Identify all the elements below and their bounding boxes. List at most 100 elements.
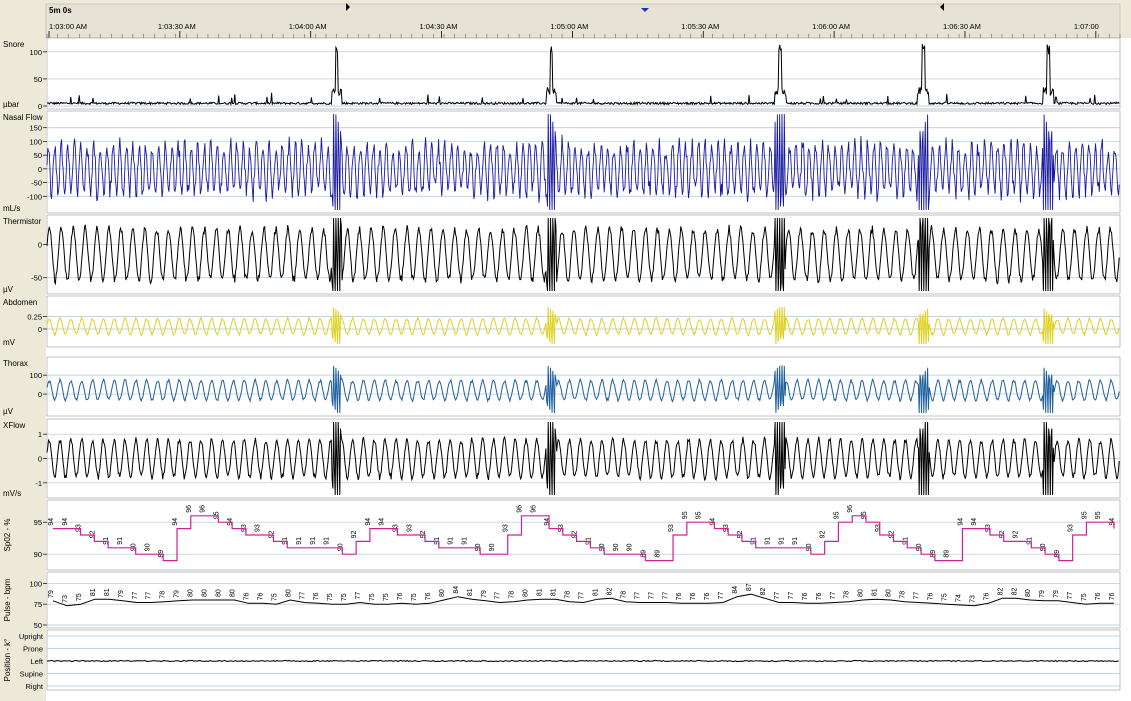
pulse-value-label: 76 (704, 592, 711, 600)
channel-name: XFlow (3, 421, 25, 430)
spo2-value-label: 91 (324, 537, 331, 545)
pulse-value-label: 76 (243, 592, 250, 600)
pos-trace (46, 659, 1119, 663)
pulse-value-label: 75 (369, 593, 376, 601)
channel-nasal[interactable]: Nasal Flow mL/s 150 100 50 0 -50 -100 (3, 110, 1121, 214)
pulse-value-label: 80 (216, 589, 223, 597)
y-tick-label: 0.25 (27, 313, 42, 322)
spo2-value-label: 96 (530, 505, 537, 513)
spo2-value-label: 90 (627, 543, 634, 551)
spo2-value-label: 91 (310, 537, 317, 545)
channel-abd[interactable]: Abdomen mV 0.25 0 (3, 295, 1121, 348)
pulse-value-label: 81 (104, 588, 111, 596)
pulse-value-label: 82 (606, 587, 613, 595)
pulse-value-label: 75 (941, 593, 948, 601)
pulse-value-label: 78 (620, 591, 627, 599)
pulse-value-label: 84 (732, 586, 739, 594)
spo2-value-label: 94 (971, 518, 978, 526)
channel-name: Snore (3, 40, 25, 49)
channel-pulse[interactable]: Pulse - bpm 100 75 50 79 73 75 81 81 79 77 77 78 79 80… (3, 571, 1121, 630)
spo2-value-label: 95 (696, 511, 703, 519)
pulse-value-label: 81 (551, 588, 558, 596)
y-tick-label: -100 (27, 192, 42, 201)
spo2-value-label: 94 (172, 518, 179, 526)
channel-unit: µV (3, 285, 14, 294)
time-tick-label: 1:03:00 AM (49, 22, 87, 31)
y-tick-label: 75 (34, 600, 42, 609)
pulse-value-label: 78 (509, 591, 516, 599)
pulse-value-label: 76 (802, 592, 809, 600)
spo2-value-label: 93 (668, 524, 675, 532)
y-tick-label: 0 (38, 455, 42, 464)
end-marker-icon[interactable] (940, 3, 944, 11)
spo2-value-label: 95 (1081, 511, 1088, 519)
y-tick-label: 100 (29, 371, 42, 380)
channel-therm[interactable]: Thermistor µV 0 -50 (3, 214, 1121, 295)
channel-xflow[interactable]: XFlow mV/s 1 0 -1 (3, 418, 1121, 499)
channel-name: Position - k° (3, 639, 12, 682)
pulse-value-label: 81 (90, 588, 97, 596)
pulse-value-label: 81 (467, 588, 474, 596)
spo2-value-label: 96 (516, 505, 523, 513)
spo2-value-label: 91 (448, 537, 455, 545)
channel-snore[interactable]: Snore µbar 100 50 0 (3, 37, 1121, 111)
channel-plot-area (46, 37, 1121, 110)
pulse-value-label: 80 (229, 589, 236, 597)
position-category-label: Right (25, 682, 43, 691)
y-tick-label: 100 (29, 137, 42, 146)
pulse-value-label: 77 (718, 592, 725, 600)
position-category-label: Left (30, 657, 43, 666)
channel-plot-area (46, 214, 1121, 295)
time-tick-label: 1:04:00 AM (289, 22, 327, 31)
spo2-value-label: 94 (957, 518, 964, 526)
channel-name: Thorax (3, 359, 28, 368)
pulse-value-label: 76 (1109, 592, 1116, 600)
time-tick-label: 1:05:30 AM (681, 22, 719, 31)
spo2-value-label: 94 (48, 518, 55, 526)
spo2-value-label: 92 (351, 531, 358, 539)
snore-trace (47, 43, 1120, 107)
time-ruler[interactable] (45, 3, 1121, 39)
pulse-value-label: 73 (969, 595, 976, 603)
pulse-value-label: 80 (285, 589, 292, 597)
pulse-value-label: 79 (1039, 590, 1046, 598)
pulse-value-label: 79 (118, 590, 125, 598)
pulse-value-label: 77 (648, 592, 655, 600)
y-tick-label: 50 (34, 621, 42, 630)
spo2-value-label: 91 (461, 537, 468, 545)
spo2-value-label: 91 (765, 537, 772, 545)
channel-pos[interactable]: Position - k° Upright Prone Left Supine Right (3, 629, 1121, 691)
pulse-trace (52, 593, 1114, 607)
pulse-value-label: 77 (579, 592, 586, 600)
channel-name: Abdomen (3, 298, 37, 307)
window-duration-label: 5m 0s (49, 6, 72, 15)
pulse-value-label: 77 (299, 592, 306, 600)
channel-thorax[interactable]: Thorax µV 100 0 (3, 356, 1121, 417)
cursor-marker-icon[interactable] (641, 8, 649, 12)
y-tick-label: 100 (29, 579, 42, 588)
pulse-value-label: 84 (453, 586, 460, 594)
pulse-value-label: 77 (355, 592, 362, 600)
spo2-trace (53, 515, 1115, 562)
start-marker-icon[interactable] (346, 3, 350, 11)
spo2-value-label: 91 (792, 537, 799, 545)
pulse-value-label: 81 (872, 588, 879, 596)
time-tick-label: 1:04:30 AM (420, 22, 458, 31)
pulse-value-label: 79 (1053, 590, 1060, 598)
pulse-value-label: 76 (983, 592, 990, 600)
spo2-value-label: 94 (365, 518, 372, 526)
y-tick-label: 1 (38, 430, 42, 439)
pulse-value-label: 82 (1011, 587, 1018, 595)
pulse-value-label: 81 (592, 588, 599, 596)
xflow-trace (46, 421, 1120, 496)
channel-spo2[interactable]: Sp02 - % 95 90 94 94 93 92 91 91 90 90 89 94 96 96 95 94… (3, 499, 1121, 571)
pulse-value-label: 76 (425, 592, 432, 600)
spo2-value-label: 93 (255, 524, 262, 532)
pulse-value-label: 80 (188, 589, 195, 597)
spo2-value-label: 93 (503, 524, 510, 532)
therm-trace (46, 217, 1120, 292)
channel-plot-area (46, 295, 1121, 348)
pulse-value-label: 80 (439, 589, 446, 597)
y-tick-label: 95 (34, 518, 42, 527)
